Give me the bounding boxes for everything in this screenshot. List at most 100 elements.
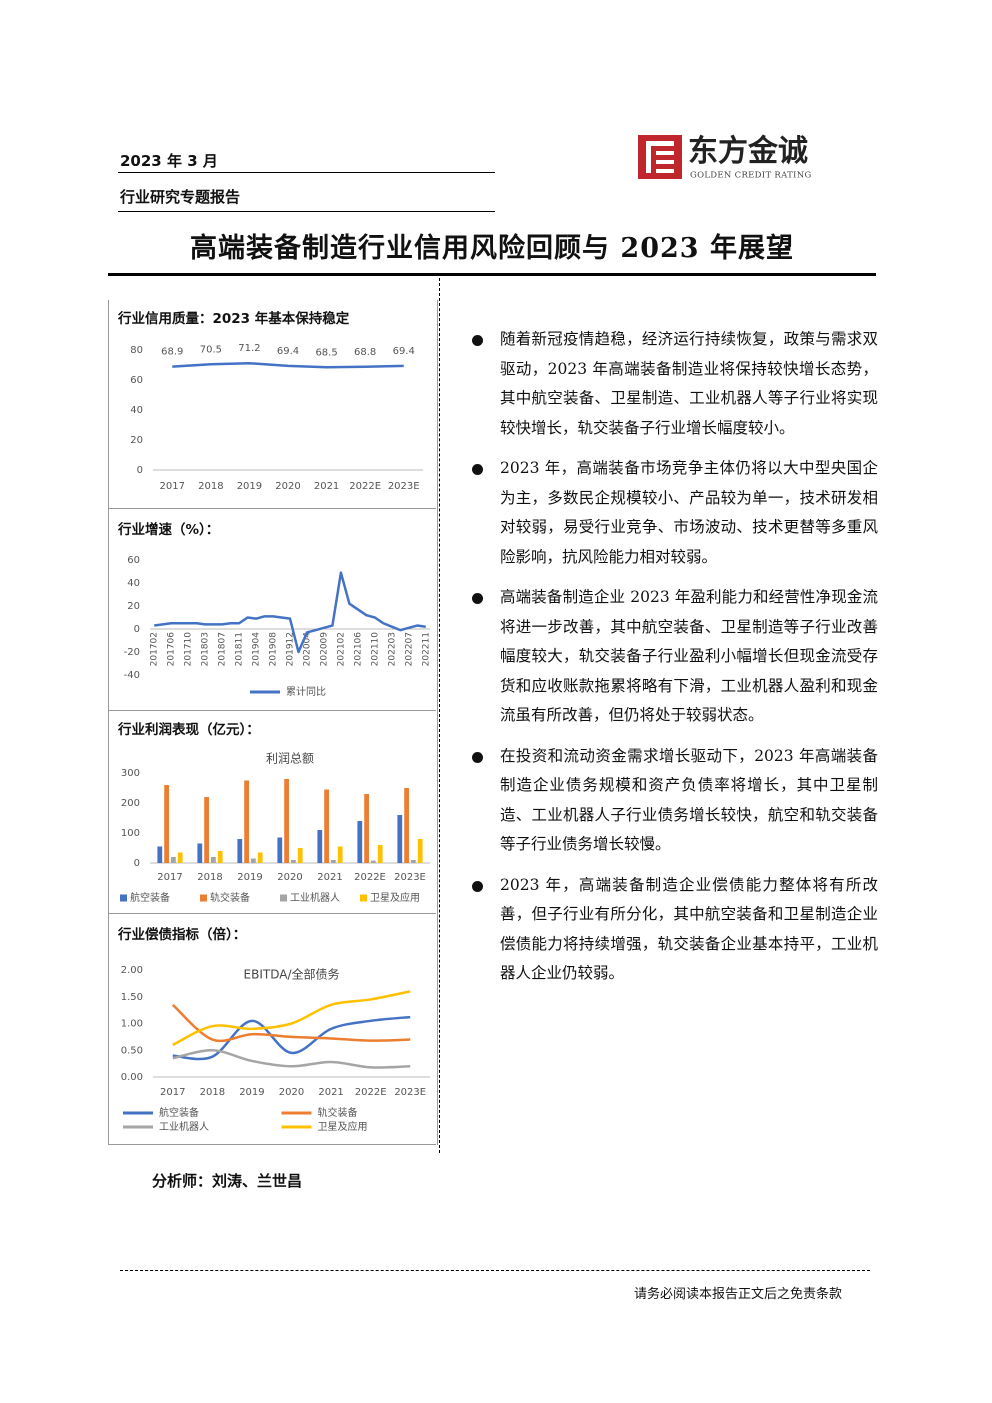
rule bbox=[108, 913, 436, 914]
bar bbox=[237, 839, 243, 863]
bullet-dot bbox=[472, 751, 483, 763]
x-tick-label: 201904 bbox=[252, 632, 262, 667]
bar bbox=[357, 821, 363, 863]
legend-swatch bbox=[200, 894, 207, 902]
data-label: 68.5 bbox=[315, 347, 337, 358]
x-tick-label: 2022E bbox=[349, 481, 381, 492]
bar bbox=[257, 852, 263, 863]
x-tick-label: 2019 bbox=[237, 872, 262, 883]
report-title: 高端装备制造行业信用风险回顾与 2023 年展望 bbox=[190, 233, 794, 264]
bar bbox=[251, 858, 256, 863]
x-tick-label: 2023E bbox=[394, 872, 426, 883]
x-tick-label: 201908 bbox=[269, 632, 279, 667]
series-line bbox=[172, 1048, 411, 1069]
y-tick-label: 1.50 bbox=[121, 992, 143, 1003]
y-tick-label: 0.00 bbox=[121, 1072, 143, 1083]
bar bbox=[324, 789, 329, 863]
x-tick-label: 201807 bbox=[218, 632, 228, 666]
rule bbox=[108, 508, 436, 509]
y-tick-label: 80 bbox=[130, 345, 143, 356]
legend-label: 轨交装备 bbox=[210, 891, 250, 904]
legend-label: 航空装备 bbox=[130, 891, 170, 904]
legend-label: 轨交装备 bbox=[318, 1106, 358, 1119]
bar bbox=[411, 860, 416, 863]
legend-label: 卫星及应用 bbox=[318, 1120, 368, 1133]
logo-name: 东方金诚 bbox=[688, 134, 808, 169]
bar bbox=[397, 815, 403, 863]
x-tick-label: 2018 bbox=[197, 872, 222, 883]
x-tick-label: 2017 bbox=[160, 481, 185, 492]
bullet-text: 2023 年，高端装备市场竞争主体仍将以大中型央国企为主，多数民企规模较小、产品… bbox=[500, 459, 878, 566]
chart: -40 -20 0 20 40 60 201702 201706 201710 201803 201… bbox=[124, 555, 432, 698]
logo: 东方金诚 GOLDEN CREDIT RATING bbox=[638, 134, 811, 181]
rule bbox=[108, 710, 436, 711]
bullet-dot bbox=[472, 593, 483, 604]
x-tick-label: 2022E bbox=[354, 872, 386, 883]
bar bbox=[297, 848, 303, 863]
x-tick-label: 201706 bbox=[167, 632, 177, 667]
sidebar-frame bbox=[108, 300, 438, 1145]
x-tick-label: 201803 bbox=[201, 632, 211, 666]
bar bbox=[197, 843, 203, 863]
bar bbox=[157, 846, 163, 863]
bullet: 2023 年，高端装备市场竞争主体仍将以大中型央国企为主，多数民企规模较小、产品… bbox=[470, 454, 878, 572]
bullet-dot bbox=[472, 880, 483, 892]
bullet-list: 随着新冠疫情趋稳，经济运行持续恢复，政策与需求双驱动，2023 年高端装备制造业… bbox=[470, 325, 878, 1000]
bar bbox=[291, 860, 296, 863]
x-tick-label: 202211 bbox=[421, 632, 431, 666]
x-tick-label: 202009 bbox=[319, 632, 329, 667]
y-tick-label: 20 bbox=[127, 601, 140, 612]
chart: EBITDA/全部债务 0.00 0.50 1.00 1.50 2.00 2017 2018 2… bbox=[121, 965, 430, 1133]
x-tick-label: 2023E bbox=[388, 481, 420, 492]
legend-swatch bbox=[120, 894, 127, 902]
y-tick-label: 0 bbox=[137, 465, 143, 476]
bar bbox=[277, 837, 283, 863]
report-type: 行业研究专题报告 bbox=[120, 188, 241, 206]
y-tick-label: 2.00 bbox=[121, 965, 143, 976]
chart: 0 20 40 60 80 2017 2018 2019 2020 2021 2022E 2023E 6… bbox=[130, 343, 423, 492]
x-tick-label: 201912 bbox=[286, 632, 296, 666]
x-tick-label: 202102 bbox=[336, 632, 346, 666]
report-date: 2023 年 3 月 bbox=[120, 152, 218, 170]
x-tick-label: 201702 bbox=[150, 632, 160, 666]
y-tick-label: 0.50 bbox=[121, 1045, 143, 1056]
bar bbox=[417, 839, 423, 863]
x-tick-label: 2018 bbox=[198, 481, 223, 492]
chart-title: 利润总额 bbox=[266, 752, 314, 766]
bullet-dot bbox=[472, 335, 483, 346]
legend-swatch bbox=[360, 894, 367, 902]
bar bbox=[284, 779, 289, 863]
legend-swatch bbox=[280, 894, 287, 902]
bar bbox=[204, 797, 209, 863]
series-line bbox=[172, 990, 411, 1047]
logo-icon-part bbox=[656, 169, 674, 173]
bullet-text: 随着新冠疫情趋稳，经济运行持续恢复，政策与需求双驱动，2023 年高端装备制造业… bbox=[500, 330, 878, 437]
column-divider bbox=[439, 278, 440, 1153]
bullet-text: 高端装备制造企业 2023 年盈利能力和经营性净现金流将进一步改善，其中航空装备… bbox=[500, 588, 878, 724]
y-tick-label: 40 bbox=[130, 405, 143, 416]
x-tick-label: 2019 bbox=[237, 481, 262, 492]
title-rule bbox=[108, 273, 876, 276]
y-tick-label: 0 bbox=[134, 624, 140, 635]
x-tick-label: 202110 bbox=[370, 632, 380, 667]
x-tick-label: 2021 bbox=[314, 481, 339, 492]
bullet: 随着新冠疫情趋稳，经济运行持续恢复，政策与需求双驱动，2023 年高端装备制造业… bbox=[470, 325, 878, 443]
logo-icon-part bbox=[656, 160, 674, 164]
y-tick-label: 200 bbox=[121, 798, 140, 809]
logo-icon-part bbox=[646, 141, 651, 173]
x-tick-label: 2017 bbox=[157, 872, 182, 883]
y-tick-label: 1.00 bbox=[121, 1019, 143, 1030]
data-label: 70.5 bbox=[200, 344, 222, 355]
legend-label: 卫星及应用 bbox=[370, 891, 420, 904]
chart-heading: 行业增速（%）： bbox=[118, 522, 220, 538]
rule bbox=[108, 1144, 436, 1145]
y-tick-label: 40 bbox=[127, 578, 140, 589]
rule bbox=[118, 172, 495, 173]
x-tick-label: 2020 bbox=[275, 481, 300, 492]
series-line bbox=[172, 1015, 411, 1061]
series-line bbox=[154, 571, 426, 654]
logo-icon-part bbox=[656, 151, 674, 155]
bullet: 高端装备制造企业 2023 年盈利能力和经营性净现金流将进一步改善，其中航空装备… bbox=[470, 583, 878, 731]
bar bbox=[177, 852, 183, 863]
